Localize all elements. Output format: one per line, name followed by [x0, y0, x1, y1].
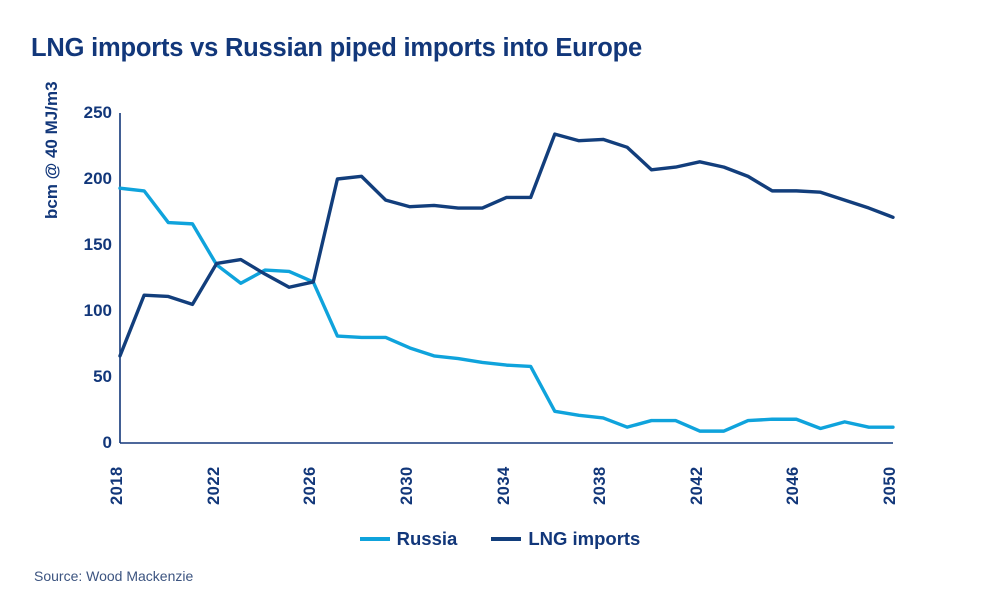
legend-entry-russia[interactable]: Russia	[359, 528, 458, 550]
legend-swatch-icon	[359, 537, 390, 541]
series-line-lng-imports	[118, 132, 895, 358]
y-tick-label: 250	[83, 103, 112, 122]
legend-label: LNG imports	[528, 528, 641, 549]
source-note: Source: Wood Mackenzie	[34, 568, 194, 584]
legend-entry-lng-imports[interactable]: LNG imports	[491, 528, 640, 550]
y-tick-label: 150	[83, 235, 112, 254]
series-line-russia	[118, 186, 895, 433]
chart-legend: Russia LNG imports	[0, 528, 1000, 550]
y-tick-label: 200	[83, 169, 112, 188]
legend-swatch-icon	[491, 537, 522, 541]
series-lines	[118, 132, 895, 433]
y-tick-label: 0	[102, 433, 112, 452]
y-tick-label: 100	[83, 301, 112, 320]
page-title: LNG imports vs Russian piped imports int…	[31, 34, 642, 62]
y-tick-label: 50	[93, 367, 112, 386]
axis-lines	[119, 113, 893, 444]
y-axis-tick-labels: 0 50 100 150 200 250	[58, 0, 112, 600]
legend-label: Russia	[396, 528, 458, 549]
